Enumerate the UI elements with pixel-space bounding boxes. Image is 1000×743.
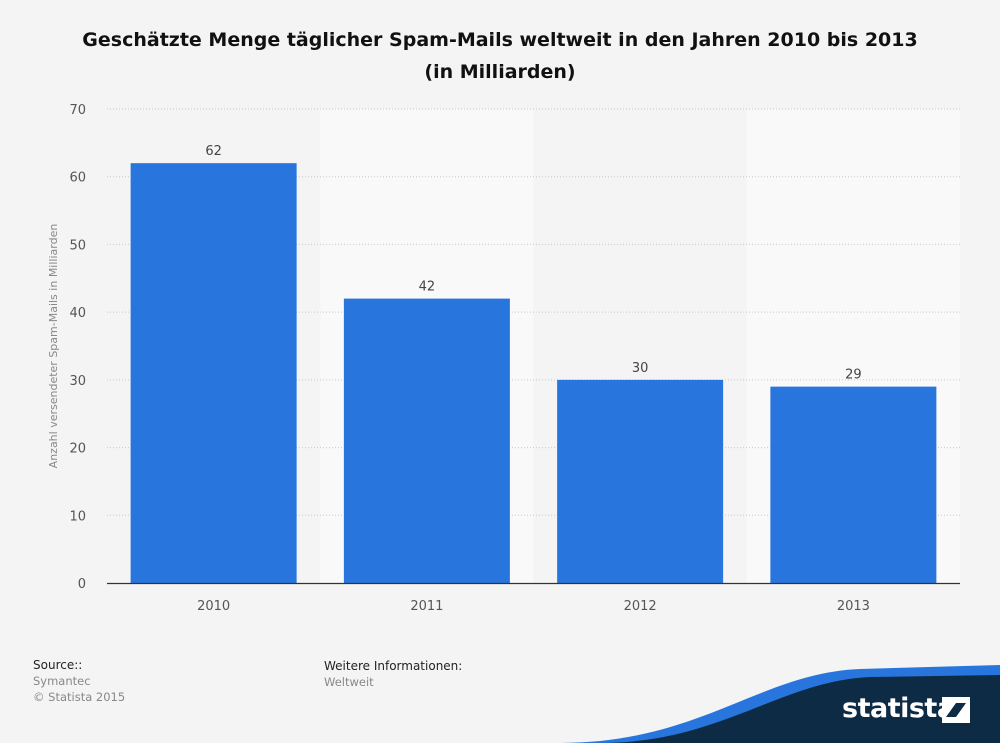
y-tick-label: 20 <box>69 442 86 457</box>
y-axis-tick-labels: 0 10 20 30 40 50 60 70 <box>69 103 86 592</box>
y-tick-label: 0 <box>78 577 86 592</box>
data-label: 62 <box>205 144 222 159</box>
statista-logo-icon[interactable] <box>942 697 970 723</box>
source-block: Source:: Symantec © Statista 2015 <box>33 657 125 705</box>
source-heading: Source:: <box>33 658 83 672</box>
y-axis-label: Anzahl versendeter Spam-Mails in Milliar… <box>47 224 60 469</box>
y-tick-label: 70 <box>69 103 86 118</box>
x-tick-label: 2013 <box>837 599 870 614</box>
bar <box>770 386 937 583</box>
y-tick-label: 40 <box>69 306 86 321</box>
bar <box>130 163 297 583</box>
data-labels: 62 42 30 29 <box>205 144 861 382</box>
source-line-2: © Statista 2015 <box>33 690 126 704</box>
x-tick-label: 2010 <box>197 599 230 614</box>
bar <box>557 379 724 583</box>
info-block: Weitere Informationen: Weltweit <box>324 658 462 690</box>
x-tick-label: 2011 <box>410 599 443 614</box>
data-label: 29 <box>845 368 862 383</box>
brand-wave <box>560 665 1000 743</box>
data-label: 42 <box>419 280 436 295</box>
y-tick-label: 10 <box>69 509 86 524</box>
bars <box>130 163 937 583</box>
y-tick-label: 30 <box>69 374 86 389</box>
x-tick-label: 2012 <box>624 599 657 614</box>
chart-title-line-1: Geschätzte Menge täglicher Spam-Mails we… <box>82 29 918 51</box>
x-axis-tick-labels: 2010 2011 2012 2013 <box>197 599 870 614</box>
info-heading: Weitere Informationen: <box>324 659 463 673</box>
bar <box>343 298 510 583</box>
source-line-1: Symantec <box>33 674 91 688</box>
info-line-1: Weltweit <box>324 675 374 689</box>
y-tick-label: 60 <box>69 171 86 186</box>
chart-title-line-2: (in Milliarden) <box>424 61 576 83</box>
statista-logo-text[interactable]: statista <box>842 693 955 724</box>
chart-title: Geschätzte Menge täglicher Spam-Mails we… <box>0 24 1000 88</box>
y-tick-label: 50 <box>69 238 86 253</box>
gridlines <box>107 108 960 516</box>
data-label: 30 <box>632 361 649 376</box>
